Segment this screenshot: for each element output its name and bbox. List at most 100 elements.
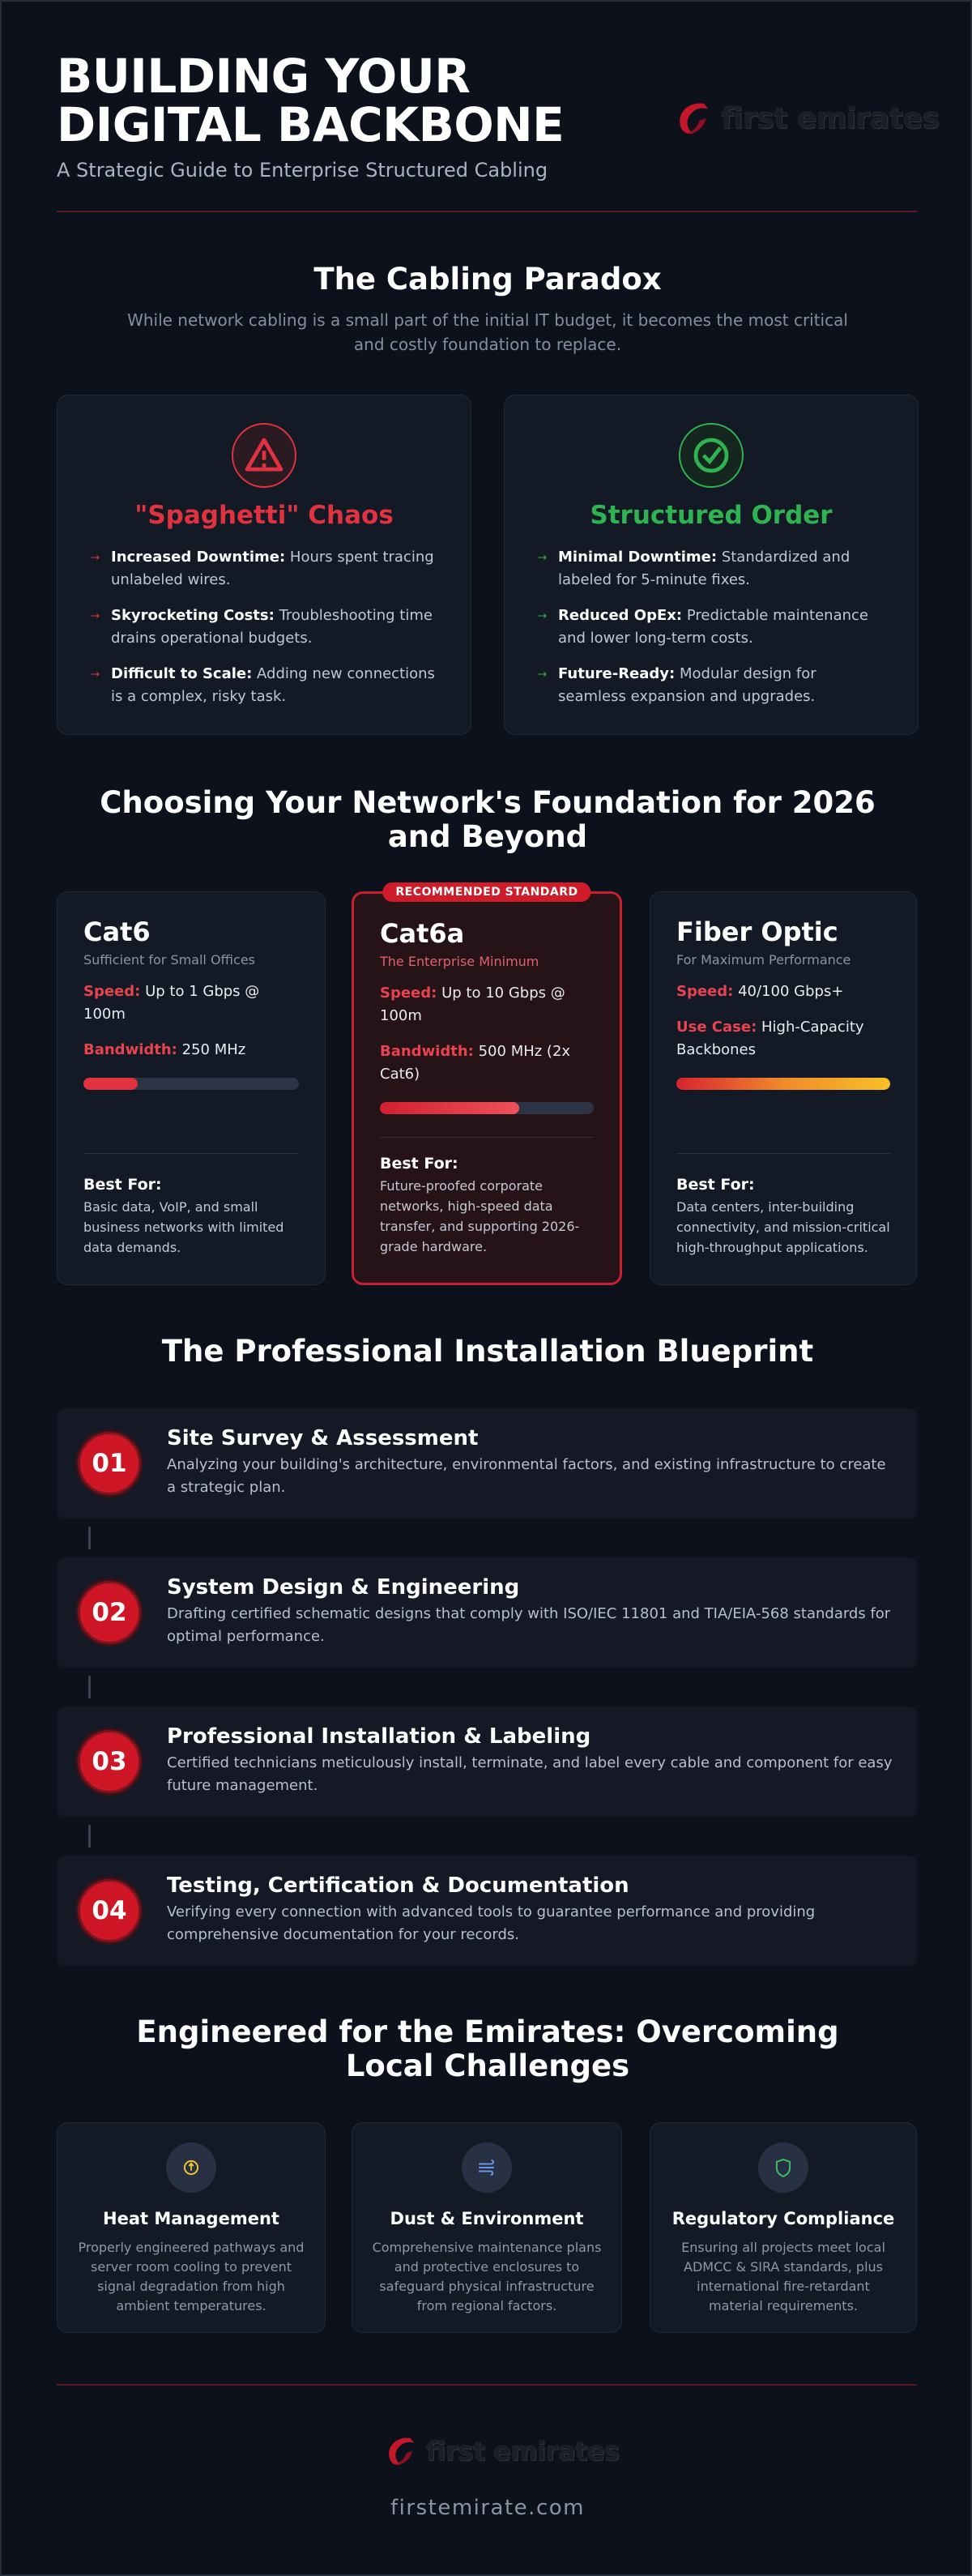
item-label: Minimal Downtime: (558, 549, 718, 566)
cable-card: Cat6 Sufficient for Small Offices Speed: U… (57, 891, 326, 1285)
spec-label: Speed: (676, 983, 734, 1000)
icon-glyph (775, 2159, 791, 2177)
step-connector (88, 1825, 91, 1848)
challenge-card: Dust & Environment Comprehensive maintena… (352, 2122, 622, 2333)
step-connector (88, 1527, 91, 1549)
challenge-icon (462, 2142, 512, 2193)
spec-value: Up to 10 Gbps @ 100m (380, 985, 565, 1024)
card-divider (83, 1153, 299, 1154)
item-list: Increased Downtime: Hours spent tracing … (90, 546, 441, 721)
item-desc: Troubleshooting time drains operational … (111, 607, 433, 647)
card-title: "Spaghetti" Chaos (134, 501, 394, 530)
challenge-title: Heat Management (103, 2209, 279, 2228)
item-desc: Modular design for seamless expansion an… (558, 665, 816, 705)
arrow-icon (537, 604, 548, 627)
divider-line (57, 211, 917, 212)
section-title: The Professional Installation Blueprint (161, 1334, 814, 1369)
icon-glyph (183, 2159, 199, 2176)
main-title: BUILDING YOUR DIGITAL BACKBONE (57, 49, 565, 152)
logo-icon (680, 103, 709, 135)
best-for-text: Data centers, inter-building connectivit… (676, 1199, 890, 1255)
item-desc: Hours spent tracing unlabeled wires. (111, 549, 434, 588)
cable-tagline: Sufficient for Small Offices (83, 952, 255, 968)
icon-glyph (245, 438, 284, 472)
step-connector (88, 1676, 91, 1698)
comparison-card: Structured Order Minimal Downtime: Standa… (504, 395, 919, 735)
arrow-glyph (91, 613, 100, 618)
process-step: 03 Professional Installation & Labeling Ce… (57, 1707, 917, 1817)
step-title: System Design & Engineering (167, 1575, 520, 1600)
list-item: Increased Downtime: Hours spent tracing … (90, 546, 441, 592)
section-title: Choosing Your Network's Foundation for 2… (100, 785, 876, 854)
cable-name: Fiber Optic (676, 916, 838, 947)
step-title: Professional Installation & Labeling (167, 1724, 591, 1749)
card-icon (679, 423, 744, 488)
spec-line: Bandwidth: 500 MHz (2x Cat6) (380, 1040, 594, 1086)
list-item: Skyrocketing Costs: Troubleshooting time… (90, 604, 441, 650)
cable-tagline: The Enterprise Minimum (380, 954, 539, 969)
spec-value: Up to 1 Gbps @ 100m (83, 983, 260, 1023)
performance-bar (380, 1102, 594, 1114)
step-number: 01 (78, 1432, 141, 1495)
item-text: Reduced OpEx: Predictable maintenance an… (558, 604, 889, 650)
arrow-glyph (538, 613, 547, 618)
spec-value: 500 MHz (2x Cat6) (380, 1043, 571, 1083)
spec-label: Bandwidth: (380, 1043, 474, 1060)
cable-card: RECOMMENDED STANDARD Cat6a The Enterprise … (352, 882, 622, 1285)
list-item: Minimal Downtime: Standardized and label… (537, 546, 889, 592)
card-title: Structured Order (590, 501, 833, 530)
item-label: Difficult to Scale: (111, 665, 253, 682)
list-item: Future-Ready: Modular design for seamles… (537, 663, 889, 708)
comparison-card: "Spaghetti" Chaos Increased Downtime: Hou… (57, 395, 471, 735)
arrow-glyph (538, 555, 547, 560)
icon-glyph (479, 2159, 495, 2176)
challenge-text: Ensuring all projects meet local ADMCC &… (681, 2240, 885, 2313)
spec-value: 40/100 Gbps+ (738, 983, 844, 1000)
challenge-title: Dust & Environment (390, 2209, 584, 2228)
item-desc: Standardized and labeled for 5-minute fi… (558, 549, 850, 588)
spec-value: High-Capacity Backbones (676, 1019, 864, 1058)
challenge-text: Properly engineered pathways and server … (78, 2240, 305, 2313)
step-text: Certified technicians meticulously insta… (167, 1754, 893, 1794)
icon-box (472, 2153, 501, 2182)
logo: first emirates (672, 97, 940, 139)
process-step: 04 Testing, Certification & Documentation… (57, 1856, 917, 1966)
best-for-text: Basic data, VoIP, and small business net… (83, 1199, 284, 1255)
challenge-card: Heat Management Properly engineered pathw… (57, 2122, 326, 2333)
list-item: Difficult to Scale: Adding new connectio… (90, 663, 441, 708)
best-for: Best For: Data centers, inter-building co… (676, 1176, 893, 1258)
item-label: Future-Ready: (558, 665, 676, 682)
arrow-icon (90, 546, 101, 569)
website-url: firstemirate.com (390, 2496, 585, 2520)
challenge-text: Comprehensive maintenance plans and prot… (372, 2240, 602, 2313)
item-text: Future-Ready: Modular design for seamles… (558, 663, 889, 708)
performance-bar (83, 1078, 299, 1090)
process-step: 02 System Design & Engineering Drafting ce… (57, 1557, 917, 1668)
step-text: Analyzing your building's architecture, … (167, 1456, 886, 1496)
card-divider (380, 1137, 594, 1138)
item-list: Minimal Downtime: Standardized and label… (537, 546, 889, 721)
logo-icon (389, 2437, 415, 2465)
item-desc: Adding new connections is a complex, ris… (111, 665, 435, 705)
list-item: Reduced OpEx: Predictable maintenance an… (537, 604, 889, 650)
icon-box (769, 2153, 798, 2182)
divider-line (57, 2384, 917, 2386)
cable-name: Cat6a (380, 918, 465, 949)
best-for-label: Best For: (380, 1155, 458, 1173)
challenge-icon (166, 2142, 216, 2193)
performance-bar (676, 1078, 890, 1090)
item-desc: Predictable maintenance and lower long-t… (558, 607, 869, 647)
challenge-card: Regulatory Compliance Ensuring all projec… (650, 2122, 917, 2333)
spec-label: Speed: (83, 983, 141, 1000)
item-text: Minimal Downtime: Standardized and label… (558, 546, 889, 592)
title-line: BUILDING YOUR (57, 49, 471, 104)
icon-box (177, 2153, 206, 2182)
arrow-glyph (91, 672, 100, 677)
arrow-icon (90, 663, 101, 686)
title-line: DIGITAL BACKBONE (57, 97, 565, 152)
item-label: Reduced OpEx: (558, 607, 683, 624)
icon-glyph (693, 438, 729, 473)
logo-text: first emirates (426, 2436, 620, 2467)
best-for: Best For: Basic data, VoIP, and small bus… (83, 1176, 302, 1258)
